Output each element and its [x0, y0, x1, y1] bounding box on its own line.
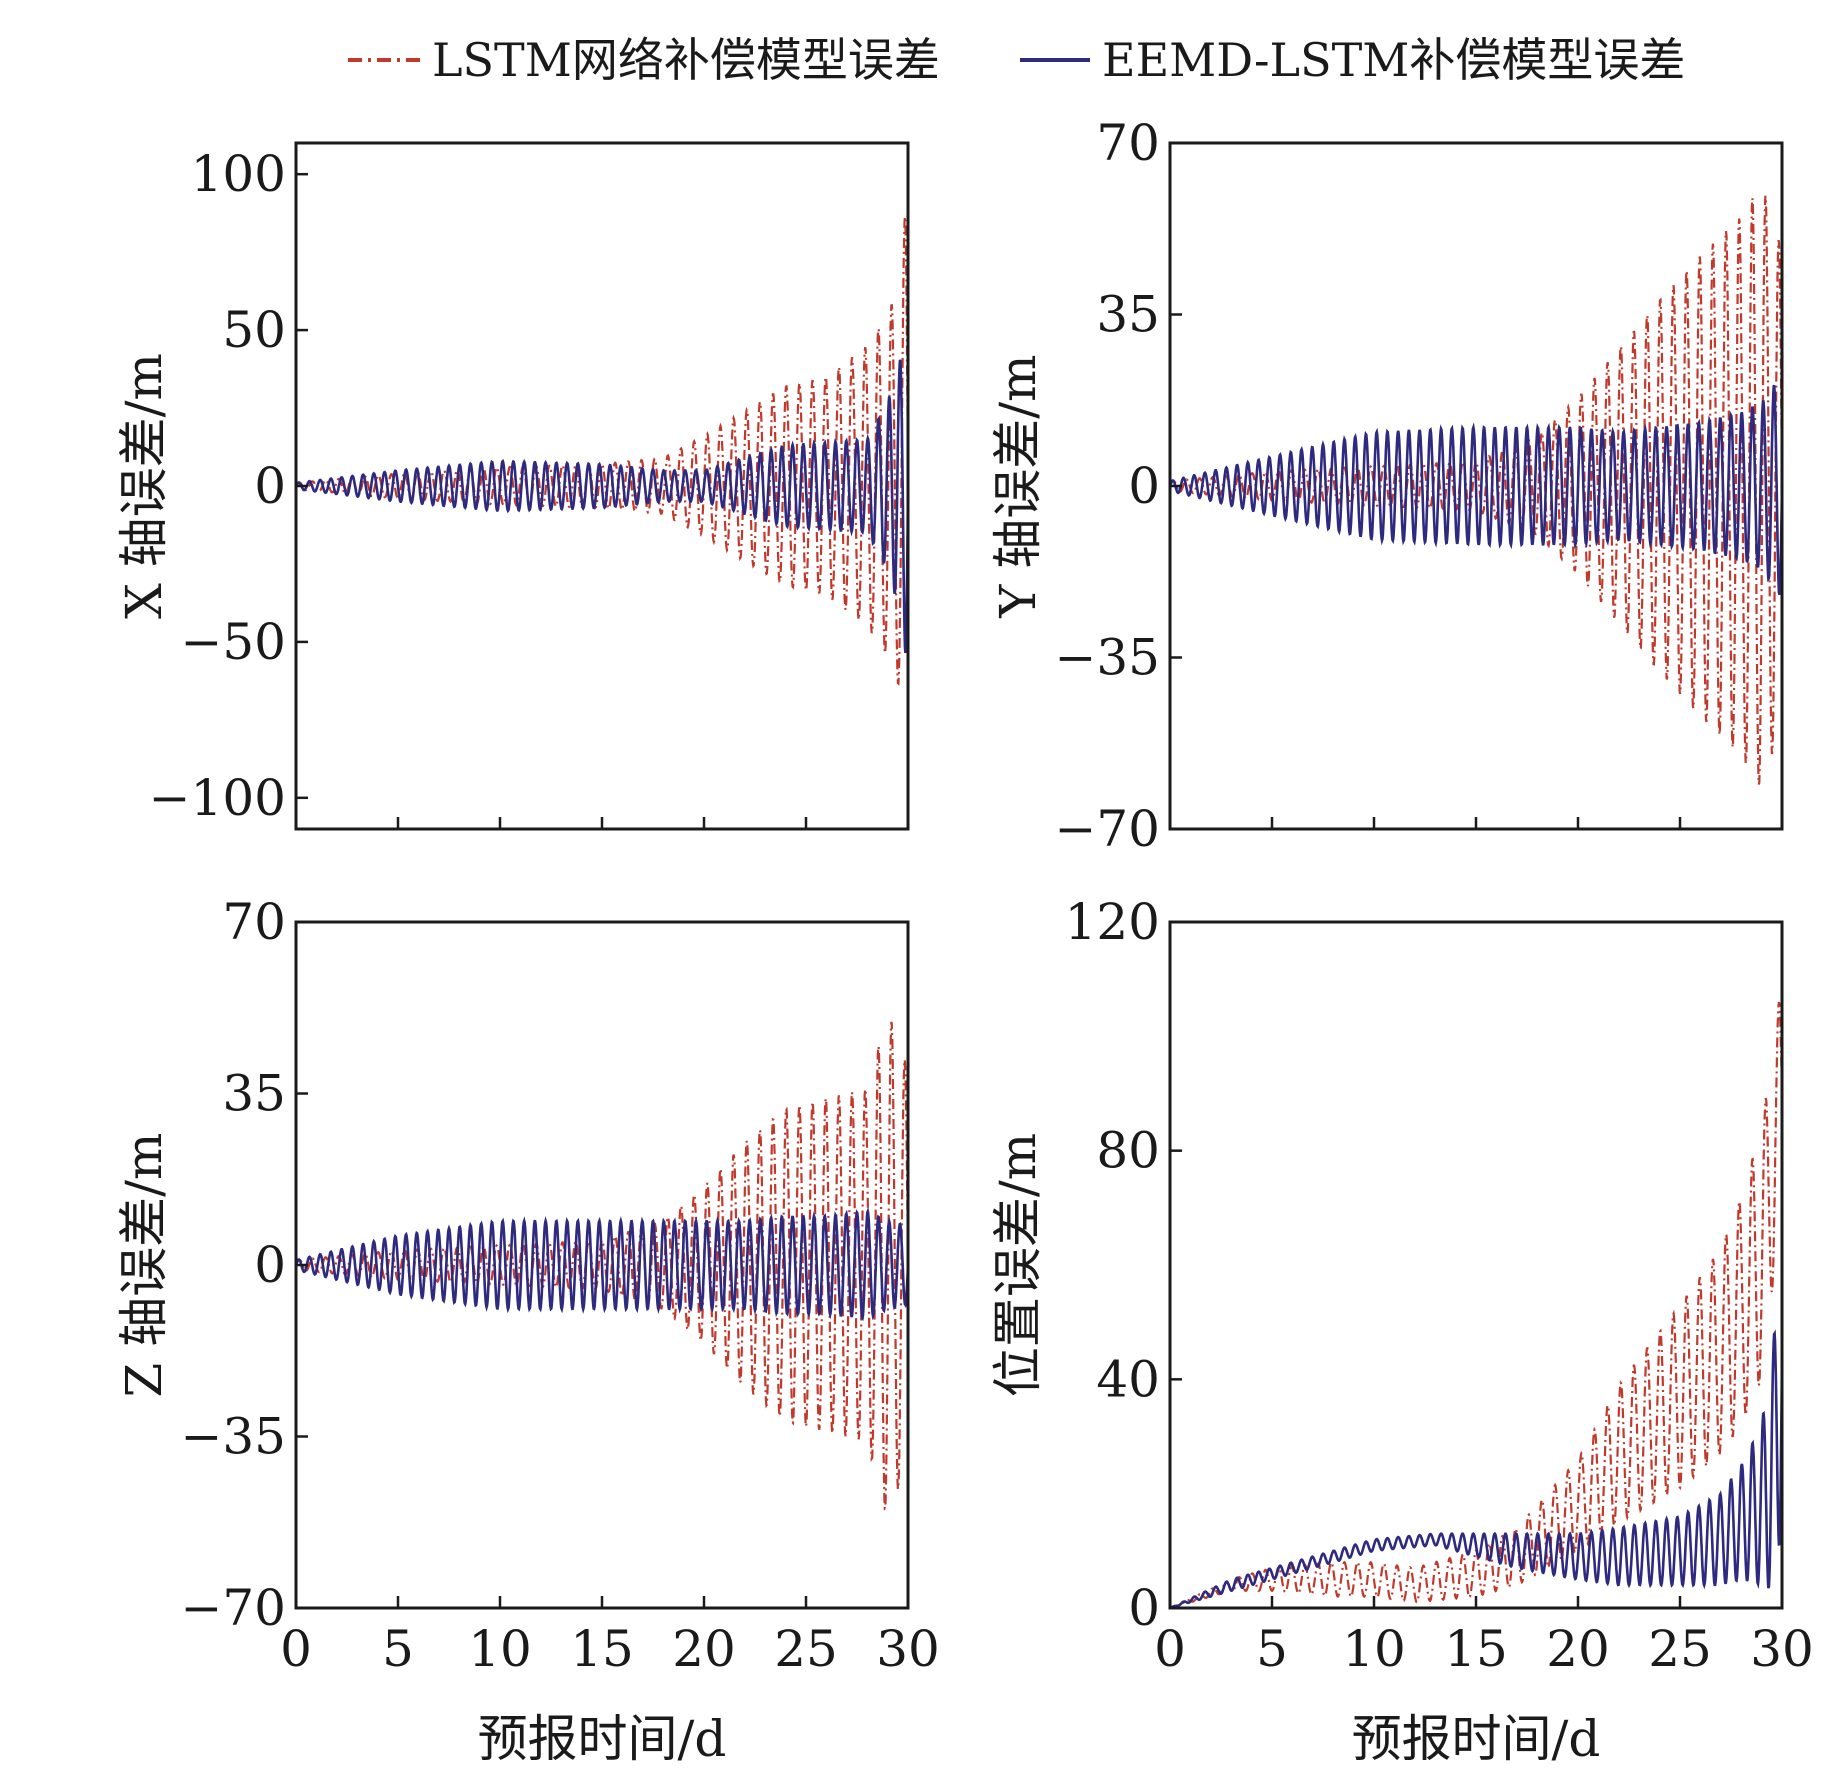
pos-ytick-label: 40 — [1096, 1350, 1160, 1408]
pos-xtick-label: 20 — [1546, 1620, 1610, 1678]
pos-series-eemd — [1170, 1329, 1782, 1608]
z-ytick-label: −35 — [180, 1408, 286, 1466]
legend: LSTM网络补偿模型误差 EEMD-LSTM补偿模型误差 — [348, 33, 1685, 87]
z-xtick-label: 25 — [774, 1620, 838, 1678]
pos-xtick-label: 15 — [1444, 1620, 1508, 1678]
x-ytick-label: 50 — [222, 301, 286, 359]
y-series-eemd — [1170, 384, 1782, 596]
z-ytick-label: 0 — [254, 1236, 286, 1294]
y-series-group — [1170, 195, 1782, 785]
z-ytick-label: 35 — [222, 1065, 286, 1123]
pos-xlabel: 预报时间/d — [1352, 1710, 1601, 1768]
z-ytick-label: −70 — [180, 1579, 286, 1637]
z-series-group — [296, 1021, 908, 1511]
z-xtick-label: 10 — [468, 1620, 532, 1678]
pos-ytick-label: 0 — [1128, 1579, 1160, 1637]
pos-ytick-label: 80 — [1096, 1122, 1160, 1180]
x-ytick-label: −100 — [149, 769, 286, 827]
z-xtick-label: 5 — [382, 1620, 414, 1678]
pos-xtick-label: 5 — [1256, 1620, 1288, 1678]
z-xtick-label: 15 — [570, 1620, 634, 1678]
x-ytick-label: 100 — [191, 145, 286, 203]
pos-ylabel: 位置误差/m — [989, 1133, 1047, 1397]
y-ytick-label: −35 — [1054, 629, 1160, 687]
x-ylabel: X 轴误差/m — [115, 353, 173, 619]
y-ylabel: Y 轴误差/m — [989, 354, 1047, 618]
panel-position-error: 120 80 40 00 5 10 15 20 25 30 位置误差/m 预报时间/d — [989, 893, 1814, 1768]
pos-ytick-label: 120 — [1065, 893, 1160, 951]
x-series-eemd — [296, 359, 908, 654]
z-xtick-label: 20 — [672, 1620, 736, 1678]
pos-xtick-label: 30 — [1750, 1620, 1814, 1678]
panel-y-axis-error: 70 35 0 −35 −70 Y 轴误差/m — [989, 114, 1784, 858]
y-ytick-label: 70 — [1096, 114, 1160, 172]
legend-label-lstm: LSTM网络补偿模型误差 — [432, 33, 940, 87]
pos-plot-frame — [1168, 920, 1784, 1610]
panel-x-axis-error: 100 50 0 −50 −100 X 轴误差/m — [115, 141, 910, 831]
z-series-eemd — [296, 1206, 908, 1322]
x-ytick-label: 0 — [254, 457, 286, 515]
pos-xtick-label: 25 — [1648, 1620, 1712, 1678]
x-ytick-label: −50 — [180, 613, 286, 671]
y-ytick-label: −70 — [1054, 800, 1160, 858]
pos-series-group — [1170, 1001, 1782, 1608]
y-ytick-label: 35 — [1096, 286, 1160, 344]
pos-xtick-label: 0 — [1154, 1620, 1186, 1678]
pos-xtick-label: 10 — [1342, 1620, 1406, 1678]
z-xtick-label: 30 — [876, 1620, 940, 1678]
x-series-group — [296, 216, 908, 686]
z-ytick-label: 70 — [222, 893, 286, 951]
z-ylabel: Z 轴误差/m — [115, 1133, 173, 1398]
z-xtick-label: 0 — [280, 1620, 312, 1678]
legend-label-eemd: EEMD-LSTM补偿模型误差 — [1102, 33, 1685, 87]
y-ytick-label: 0 — [1128, 457, 1160, 515]
z-xlabel: 预报时间/d — [478, 1710, 727, 1768]
